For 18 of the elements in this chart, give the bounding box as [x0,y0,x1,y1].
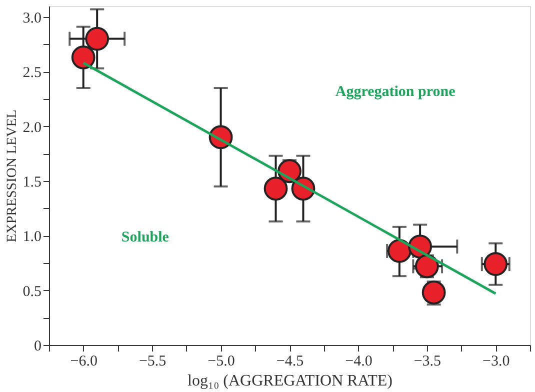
annotation: Soluble [121,230,170,246]
x-tick-label: −3.0 [482,354,510,370]
x-tick-label: −6.0 [70,354,98,370]
y-tick-label: 3.0 [22,10,42,26]
x-tick-label: −3.5 [414,354,442,370]
y-tick-label: 2.5 [22,65,42,82]
x-tick-label: −4.5 [276,354,304,370]
x-axis-title: log₁₀ (AGGREGATION RATE) [188,372,392,390]
y-tick-label: 2.0 [22,120,42,136]
x-tick-label: −5.0 [208,354,235,370]
annotation: Aggregation prone [335,84,456,100]
y-tick-label: 1.5 [22,174,42,190]
y-tick-label: 1.0 [22,229,42,246]
x-tick-label: −4.0 [345,354,372,370]
y-tick-label: 0 [34,338,42,354]
y-tick-label: 0.5 [22,284,42,300]
y-axis-title: EXPRESSION LEVEL [4,110,20,242]
x-tick-label: −5.5 [138,354,166,370]
